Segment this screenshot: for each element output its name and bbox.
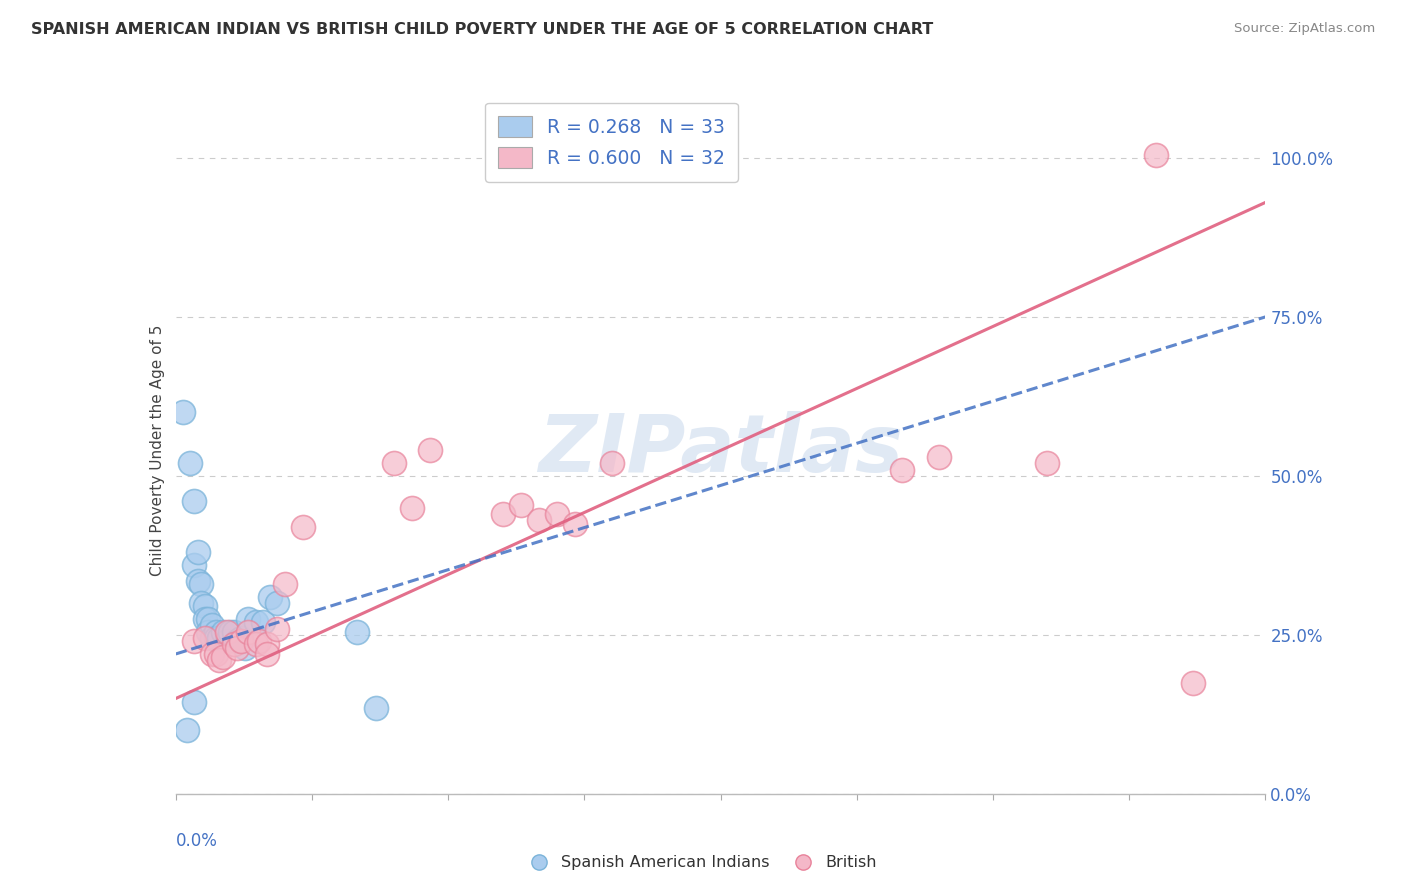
Text: Source: ZipAtlas.com: Source: ZipAtlas.com [1234,22,1375,36]
Text: SPANISH AMERICAN INDIAN VS BRITISH CHILD POVERTY UNDER THE AGE OF 5 CORRELATION : SPANISH AMERICAN INDIAN VS BRITISH CHILD… [31,22,934,37]
Point [222,624,245,639]
Point [891,462,914,476]
Point [238,612,260,626]
Point [256,637,278,651]
Point [546,507,568,521]
Point [252,615,274,630]
Point [194,612,217,626]
Point [247,634,270,648]
Legend: Spanish American Indians, British: Spanish American Indians, British [523,849,883,877]
Point [183,695,205,709]
Point [527,513,550,527]
Point [509,498,531,512]
Point [215,634,238,648]
Point [233,640,256,655]
Point [186,574,209,588]
Point [212,624,235,639]
Point [564,516,586,531]
Point [190,577,212,591]
Point [226,640,249,655]
Point [204,647,226,661]
Point [492,507,515,521]
Point [183,634,205,648]
Point [197,624,219,639]
Point [176,723,198,738]
Point [600,456,623,470]
Point [197,612,219,626]
Point [274,577,297,591]
Point [364,701,387,715]
Point [259,590,281,604]
Point [346,624,368,639]
Point [256,647,278,661]
Point [1036,456,1059,470]
Point [172,405,194,419]
Point [928,450,950,464]
Point [266,622,288,636]
Point [212,650,235,665]
Point [190,596,212,610]
Point [201,618,224,632]
Point [419,443,441,458]
Point [201,647,224,661]
Point [201,631,224,645]
Point [219,624,242,639]
Point [226,634,249,648]
Point [291,520,314,534]
Point [179,456,201,470]
Point [194,631,217,645]
Point [245,637,267,651]
Point [215,624,238,639]
Point [204,624,226,639]
Point [194,599,217,614]
Point [204,631,226,645]
Point [1181,675,1204,690]
Point [186,545,209,559]
Point [222,637,245,651]
Point [208,631,231,645]
Point [183,494,205,508]
Point [245,615,267,630]
Point [231,631,253,645]
Point [208,653,231,667]
Point [382,456,405,470]
Point [1146,147,1168,161]
Point [231,634,253,648]
Point [238,624,260,639]
Point [183,558,205,572]
Text: 0.0%: 0.0% [176,831,218,850]
Y-axis label: Child Poverty Under the Age of 5: Child Poverty Under the Age of 5 [149,325,165,576]
Point [266,596,288,610]
Legend: R = 0.268   N = 33, R = 0.600   N = 32: R = 0.268 N = 33, R = 0.600 N = 32 [485,103,738,182]
Text: ZIPatlas: ZIPatlas [538,411,903,490]
Point [401,500,423,515]
